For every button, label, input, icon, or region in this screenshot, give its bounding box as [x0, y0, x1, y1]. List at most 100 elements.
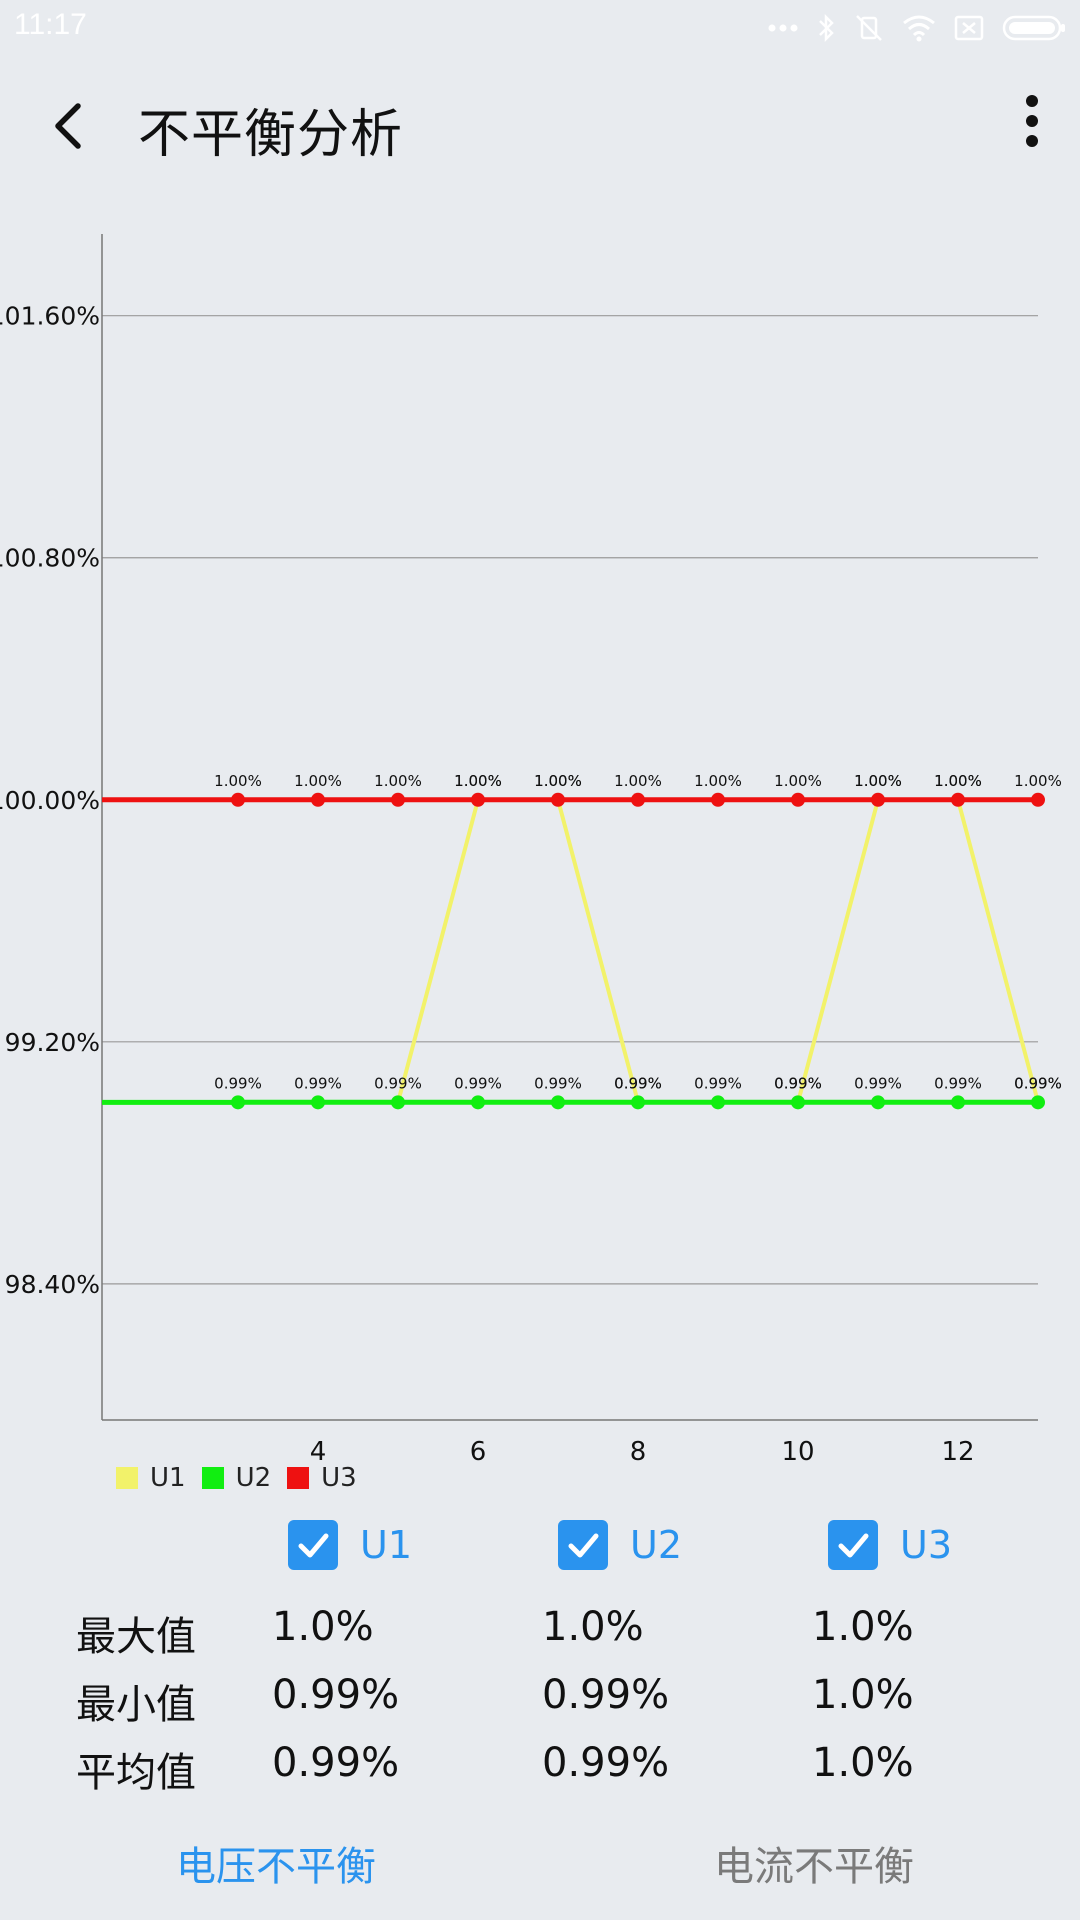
- stats-value-u1: 0.99%: [272, 1740, 400, 1786]
- data-label-u3: 1.00%: [374, 772, 422, 790]
- data-point-u3: [871, 792, 885, 807]
- page-title: 不平衡分析: [138, 105, 404, 165]
- data-label-u2: 0.99%: [534, 1074, 582, 1092]
- stats-row-label: 最大值: [76, 1614, 196, 1660]
- data-label-u1: 0.99%: [1014, 1074, 1062, 1092]
- data-point-u3: [551, 792, 565, 807]
- checkbox-u2[interactable]: U2: [558, 1520, 682, 1570]
- checkbox-label: U2: [630, 1523, 682, 1567]
- checkbox-box[interactable]: [558, 1520, 608, 1570]
- data-label-u3: 1.00%: [854, 772, 902, 790]
- data-label-u1: 1.00%: [934, 772, 982, 790]
- data-point-u2: [471, 1095, 485, 1110]
- data-label-u1: 1.00%: [534, 772, 582, 790]
- stats-value-u3: 1.0%: [812, 1740, 914, 1786]
- y-tick-label: 101.60%: [0, 302, 100, 331]
- x-tick-label: 4: [310, 1437, 327, 1467]
- data-point-u3: [391, 792, 405, 807]
- unbalance-chart: 98.40% 99.20% 100.00% 100.80% 101.60% 4 6 8 10 12…: [0, 220, 1080, 1480]
- stats-value-u2: 0.99%: [542, 1672, 670, 1718]
- data-point-u2: [791, 1095, 805, 1110]
- chart-legend: U1 U2 U3: [116, 1462, 373, 1494]
- x-tick-label: 6: [470, 1437, 487, 1467]
- data-label-u2: 0.99%: [694, 1074, 742, 1092]
- data-label-u2: 0.99%: [294, 1074, 342, 1092]
- data-point-u3: [711, 792, 725, 807]
- y-tick-label: 100.80%: [0, 544, 100, 573]
- battery-icon: [1002, 15, 1065, 41]
- stats-value-u1: 1.0%: [272, 1604, 374, 1650]
- tab-current-unbalance[interactable]: 电流不平衡: [714, 1844, 914, 1890]
- back-button[interactable]: [40, 90, 100, 160]
- data-label-u3: 1.00%: [1014, 772, 1062, 790]
- stats-value-u2: 1.0%: [542, 1604, 644, 1650]
- data-point-u3: [951, 792, 965, 807]
- x-tick-label: 8: [630, 1437, 647, 1467]
- data-point-u2: [391, 1095, 405, 1110]
- stats-row-avg: 平均值 0.99% 0.99% 1.0%: [0, 1736, 1080, 1804]
- checkbox-u1[interactable]: U1: [288, 1520, 412, 1570]
- more-menu-button[interactable]: [1002, 86, 1062, 166]
- checkbox-u3[interactable]: U3: [828, 1520, 952, 1570]
- checkbox-label: U3: [900, 1523, 952, 1567]
- legend-label-u3: U3: [321, 1463, 357, 1493]
- data-label-u2: 0.99%: [374, 1074, 422, 1092]
- checkmark-icon: [298, 1533, 329, 1558]
- data-point-u2: [231, 1095, 245, 1110]
- stats-value-u1: 0.99%: [272, 1672, 400, 1718]
- data-label-u1: 0.99%: [614, 1074, 662, 1092]
- data-point-u2: [551, 1095, 565, 1110]
- legend-swatch-u3: [287, 1467, 310, 1489]
- status-icons: [768, 8, 1066, 48]
- stats-row-label: 最小值: [76, 1682, 196, 1728]
- stats-row-max: 最大值 1.0% 1.0% 1.0%: [0, 1600, 1080, 1668]
- tab-voltage-unbalance[interactable]: 电压不平衡: [176, 1844, 376, 1890]
- legend-label-u2: U2: [235, 1463, 272, 1493]
- series-line-u1: [238, 797, 1040, 1105]
- data-label-u1: 0.99%: [774, 1074, 822, 1092]
- data-label-u2: 0.99%: [854, 1074, 902, 1092]
- data-point-u3: [311, 792, 325, 807]
- stats-value-u3: 1.0%: [812, 1672, 914, 1718]
- wifi-icon: [903, 15, 935, 42]
- series-checkboxes: U1 U2 U3: [0, 1520, 1080, 1580]
- data-label-u3: 1.00%: [534, 772, 582, 790]
- stats-table: 最大值 1.0% 1.0% 1.0% 最小值 0.99% 0.99% 1.0% …: [0, 1600, 1080, 1804]
- data-label-u3: 1.00%: [934, 772, 982, 790]
- data-point-u3: [231, 792, 245, 807]
- data-point-u2: [631, 1095, 645, 1110]
- data-point-u2: [871, 1095, 885, 1110]
- dots-icon: [768, 24, 798, 32]
- chart-svg: 98.40% 99.20% 100.00% 100.80% 101.60% 4 6 8 10 12…: [0, 234, 1062, 1467]
- back-arrow-icon: [55, 103, 81, 149]
- data-label-u3: 1.00%: [214, 772, 262, 790]
- status-bar: 11:17: [0, 0, 1080, 56]
- data-label-u3: 1.00%: [294, 772, 342, 790]
- data-label-u1: 1.00%: [454, 772, 502, 790]
- data-point-u2: [711, 1095, 725, 1110]
- checkbox-box[interactable]: [288, 1520, 338, 1570]
- legend-swatch-u1: [116, 1467, 138, 1489]
- data-point-u2: [311, 1095, 325, 1110]
- legend-swatch-u2: [201, 1467, 224, 1489]
- checkbox-box[interactable]: [828, 1520, 878, 1570]
- bottom-tabs: 电压不平衡 电流不平衡: [0, 1830, 1080, 1890]
- checkbox-label: U1: [360, 1523, 412, 1567]
- data-point-u3: [631, 792, 645, 807]
- stats-value-u3: 1.0%: [812, 1604, 914, 1650]
- app-bar: 不平衡分析: [0, 70, 1080, 180]
- data-label-u2: 0.99%: [774, 1074, 822, 1092]
- data-label-u3: 1.00%: [614, 772, 662, 790]
- checkmark-icon: [568, 1533, 599, 1558]
- stats-row-label: 平均值: [76, 1750, 196, 1796]
- status-time: 11:17: [14, 8, 87, 41]
- data-label-u2: 0.99%: [614, 1074, 662, 1092]
- data-point-u3: [471, 792, 485, 807]
- data-point-u3: [791, 792, 805, 807]
- data-label-u3: 1.00%: [774, 772, 822, 790]
- data-label-u3: 1.00%: [694, 772, 742, 790]
- stats-value-u2: 0.99%: [542, 1740, 670, 1786]
- data-label-u2: 0.99%: [1014, 1074, 1062, 1092]
- checkmark-icon: [838, 1533, 869, 1558]
- x-tick-label: 10: [781, 1437, 814, 1467]
